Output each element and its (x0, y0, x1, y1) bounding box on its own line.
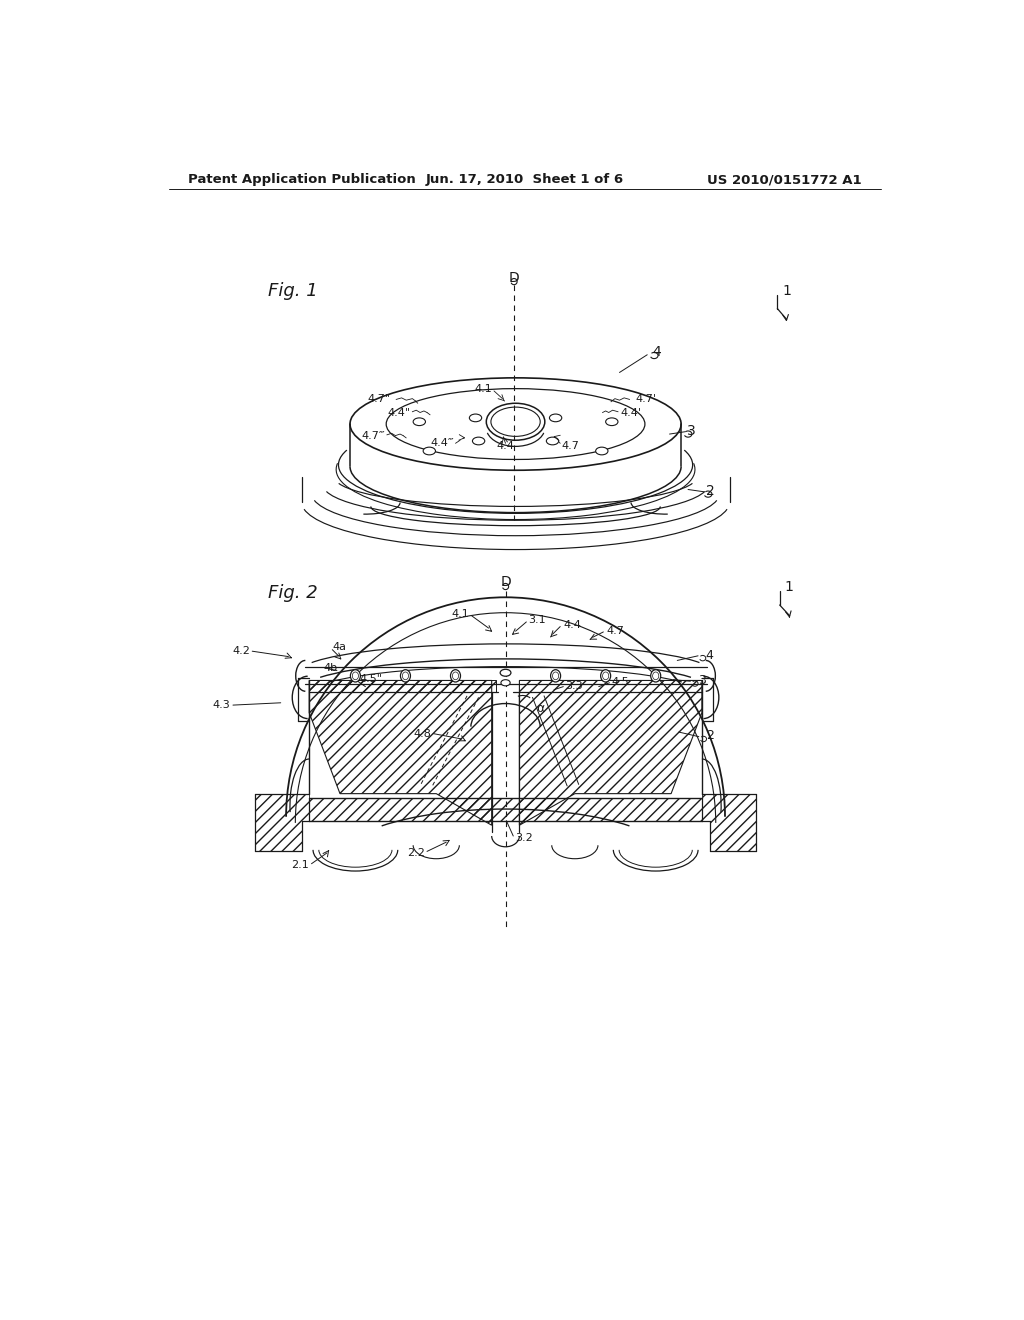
Ellipse shape (500, 669, 511, 676)
Ellipse shape (550, 414, 562, 422)
Ellipse shape (413, 418, 425, 425)
Ellipse shape (551, 669, 560, 682)
Text: US 2010/0151772 A1: US 2010/0151772 A1 (708, 173, 862, 186)
Text: 4b: 4b (323, 663, 337, 673)
Text: 3: 3 (698, 675, 706, 686)
Text: 4.7': 4.7' (636, 395, 656, 404)
Ellipse shape (650, 669, 660, 682)
Text: 2: 2 (707, 730, 715, 742)
Ellipse shape (469, 414, 481, 422)
Ellipse shape (605, 418, 617, 425)
Text: 2: 2 (706, 484, 715, 498)
Ellipse shape (451, 669, 461, 682)
Text: Jun. 17, 2010  Sheet 1 of 6: Jun. 17, 2010 Sheet 1 of 6 (426, 173, 624, 186)
Text: 2.1: 2.1 (292, 861, 309, 870)
Text: 4: 4 (652, 346, 660, 359)
Ellipse shape (350, 669, 360, 682)
Text: D: D (509, 271, 519, 285)
Text: 4: 4 (706, 648, 714, 661)
Text: 2.2: 2.2 (407, 847, 425, 858)
Text: 4.4': 4.4' (621, 408, 641, 417)
Text: Fig. 2: Fig. 2 (267, 583, 317, 602)
Ellipse shape (400, 669, 411, 682)
Text: 3.3: 3.3 (565, 681, 584, 690)
Text: Patent Application Publication: Patent Application Publication (188, 173, 416, 186)
Text: α: α (537, 702, 545, 715)
Text: 4.4‴: 4.4‴ (430, 438, 454, 449)
Text: 4.4: 4.4 (563, 620, 582, 630)
Ellipse shape (423, 447, 435, 455)
Text: 3: 3 (687, 424, 695, 438)
Text: 4.7: 4.7 (562, 441, 580, 451)
Text: 4.1: 4.1 (452, 610, 469, 619)
Text: D: D (500, 576, 511, 589)
Text: 4.5: 4.5 (611, 677, 630, 686)
Text: 1: 1 (783, 284, 792, 298)
Text: 4.3: 4.3 (213, 700, 230, 710)
Text: Fig. 1: Fig. 1 (267, 282, 317, 300)
Text: 4.8: 4.8 (413, 730, 431, 739)
Text: 3.1: 3.1 (528, 615, 546, 626)
Text: 4.1: 4.1 (475, 384, 493, 395)
Ellipse shape (601, 669, 610, 682)
Ellipse shape (596, 447, 608, 455)
Text: 1: 1 (784, 579, 794, 594)
Text: 4.2: 4.2 (232, 647, 250, 656)
Text: 4a: 4a (333, 642, 346, 652)
Ellipse shape (547, 437, 559, 445)
Ellipse shape (472, 437, 484, 445)
Text: 4.7‴: 4.7‴ (361, 430, 385, 441)
Text: 4.4": 4.4" (387, 408, 410, 417)
Ellipse shape (501, 680, 510, 686)
Text: 4.5": 4.5" (359, 675, 382, 684)
Text: 3.2: 3.2 (515, 833, 534, 843)
Text: 4.7: 4.7 (606, 626, 625, 636)
Text: 4.4: 4.4 (497, 441, 514, 451)
Text: 4.7": 4.7" (368, 395, 391, 404)
